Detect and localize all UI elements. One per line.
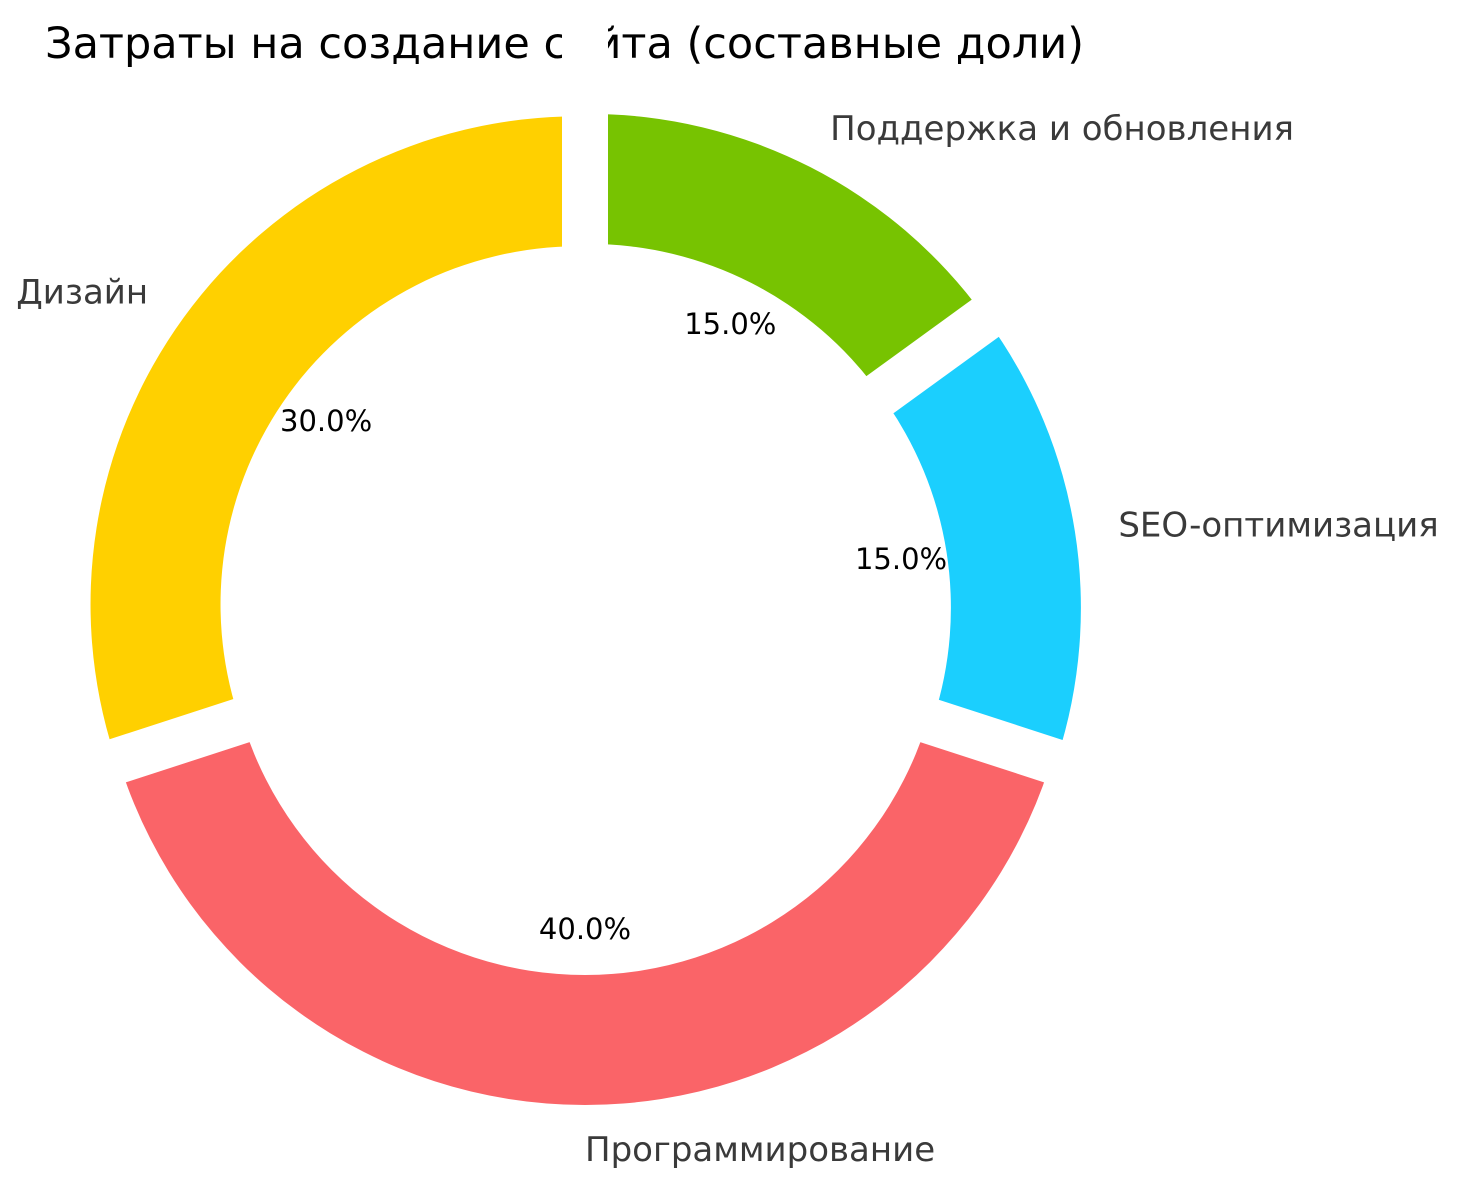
wedge-gap-line-1 [765,225,1101,487]
wedge-2 [120,727,1050,1105]
labels-group: Поддержка и обновления 15.0% SEO-оптимизац… [16,109,1438,1170]
segment-label-1: SEO-оптимизация [1118,506,1438,546]
wedge-gaps-group [0,0,1175,801]
wedge-3 [90,116,579,756]
wedge-gap-line-2 [806,661,1182,823]
segment-label-3: Дизайн [16,273,148,313]
pct-label-3: 30.0% [280,404,372,438]
wedge-0 [588,113,984,392]
segment-label-2: Программирование [585,1130,935,1170]
pct-label-2: 40.0% [539,912,631,946]
wedges-group [90,113,1081,1105]
segment-label-0: Поддержка и обновления [830,109,1294,149]
wedge-gap-line-3 [0,661,364,823]
pct-label-0: 15.0% [684,307,776,341]
pct-label-1: 15.0% [855,542,947,576]
wedge-1 [882,320,1081,759]
